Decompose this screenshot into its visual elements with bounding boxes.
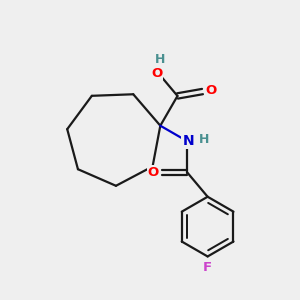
Text: F: F (203, 261, 212, 274)
Text: H: H (154, 53, 165, 66)
Text: N: N (182, 134, 194, 148)
Text: O: O (148, 166, 159, 179)
Text: O: O (205, 83, 217, 97)
Text: O: O (151, 67, 162, 80)
Text: H: H (199, 133, 210, 146)
